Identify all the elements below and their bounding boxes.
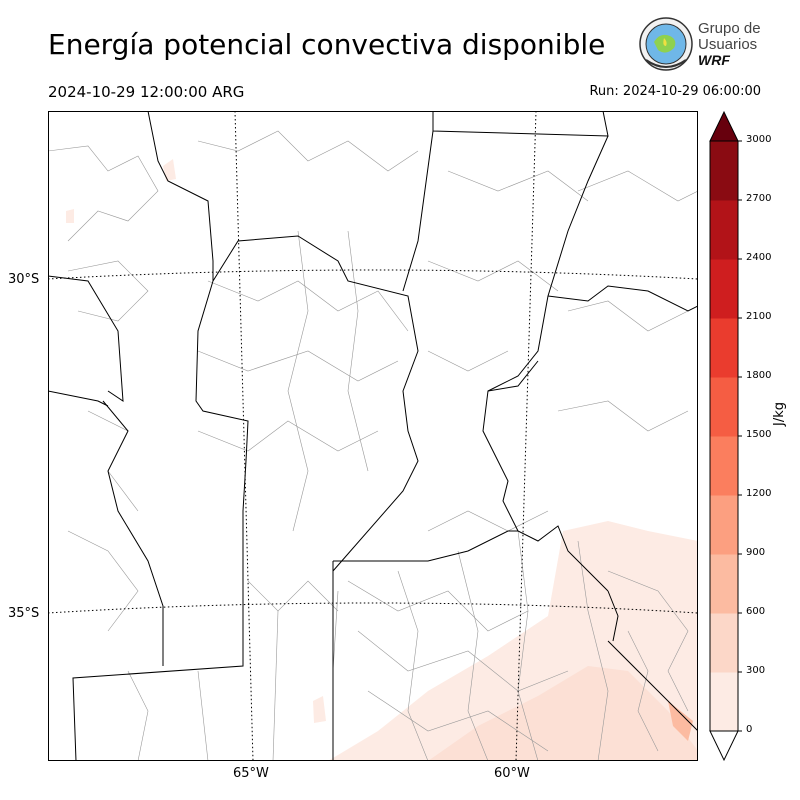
colorbar-block <box>710 554 738 614</box>
colorbar-block <box>710 495 738 555</box>
cape-shading <box>66 159 698 761</box>
wrf-group-logo: Grupo de Usuarios WRF <box>638 16 761 72</box>
logo-text-line2: Usuarios <box>698 36 758 53</box>
colorbar-tick-label: 0 <box>746 724 753 735</box>
colorbar-block <box>710 141 738 201</box>
cape-map <box>48 111 698 761</box>
colorbar-tick-label: 900 <box>746 547 766 558</box>
colorbar-block <box>710 259 738 319</box>
colorbar-block <box>710 613 738 673</box>
map-title: Energía potencial convectiva disponible <box>48 28 606 61</box>
map-frame <box>48 111 698 761</box>
run-time: Run: 2024-10-29 06:00:00 <box>589 84 761 99</box>
lon-label-65w: 65°W <box>233 766 269 781</box>
colorbar-block <box>710 672 738 732</box>
logo-text-line1: Grupo de <box>698 20 761 37</box>
department-boundaries <box>48 130 698 761</box>
lon-label-60w: 60°W <box>494 766 530 781</box>
colorbar-block <box>710 318 738 378</box>
colorbar-tick-label: 1500 <box>746 429 772 440</box>
colorbar-tick-label: 2700 <box>746 193 772 204</box>
colorbar-tick-label: 2100 <box>746 311 772 322</box>
graticule <box>48 111 698 761</box>
valid-time: 2024-10-29 12:00:00 ARG <box>48 83 245 101</box>
colorbar-tick-label: 2400 <box>746 252 772 263</box>
colorbar-block <box>710 436 738 496</box>
colorbar-tick-label: 3000 <box>746 134 772 145</box>
colorbar-tick-label: 1200 <box>746 488 772 499</box>
lat-label-30s: 30°S <box>8 272 40 287</box>
colorbar-block <box>710 377 738 437</box>
colorbar-extend-max <box>709 110 739 142</box>
colorbar-tick-label: 1800 <box>746 370 772 381</box>
colorbar <box>709 110 742 762</box>
colorbar-tick-label: 600 <box>746 606 766 617</box>
colorbar-tick-label: 300 <box>746 665 766 676</box>
colorbar-block <box>710 200 738 260</box>
globe-icon <box>639 17 693 71</box>
lat-label-35s: 35°S <box>8 606 40 621</box>
logo-text-line3: WRF <box>698 52 730 68</box>
colorbar-extend-min <box>709 730 739 762</box>
colorbar-unit-label: J/kg <box>772 402 787 426</box>
province-boundaries <box>48 111 698 761</box>
